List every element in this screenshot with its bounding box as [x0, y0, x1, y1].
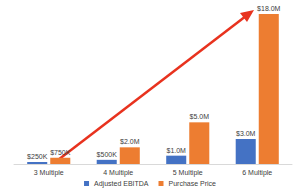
svg-text:$750K: $750K [50, 149, 71, 156]
svg-text:6 Multiple: 6 Multiple [242, 169, 272, 177]
svg-text:$18.0M: $18.0M [257, 5, 281, 12]
svg-text:$5.0M: $5.0M [190, 113, 210, 120]
svg-text:3 Multiple: 3 Multiple [34, 169, 64, 177]
svg-text:$250K: $250K [27, 153, 48, 160]
svg-text:4 Multiple: 4 Multiple [103, 169, 133, 177]
svg-text:$2.0M: $2.0M [120, 138, 140, 145]
svg-text:$500K: $500K [97, 151, 118, 158]
svg-text:$3.0M: $3.0M [236, 130, 256, 137]
svg-text:5 Multiple: 5 Multiple [173, 169, 203, 177]
svg-text:Adjusted EBITDA: Adjusted EBITDA [94, 180, 149, 188]
svg-text:Purchase Price: Purchase Price [169, 180, 217, 187]
svg-text:$1.0M: $1.0M [166, 147, 186, 154]
